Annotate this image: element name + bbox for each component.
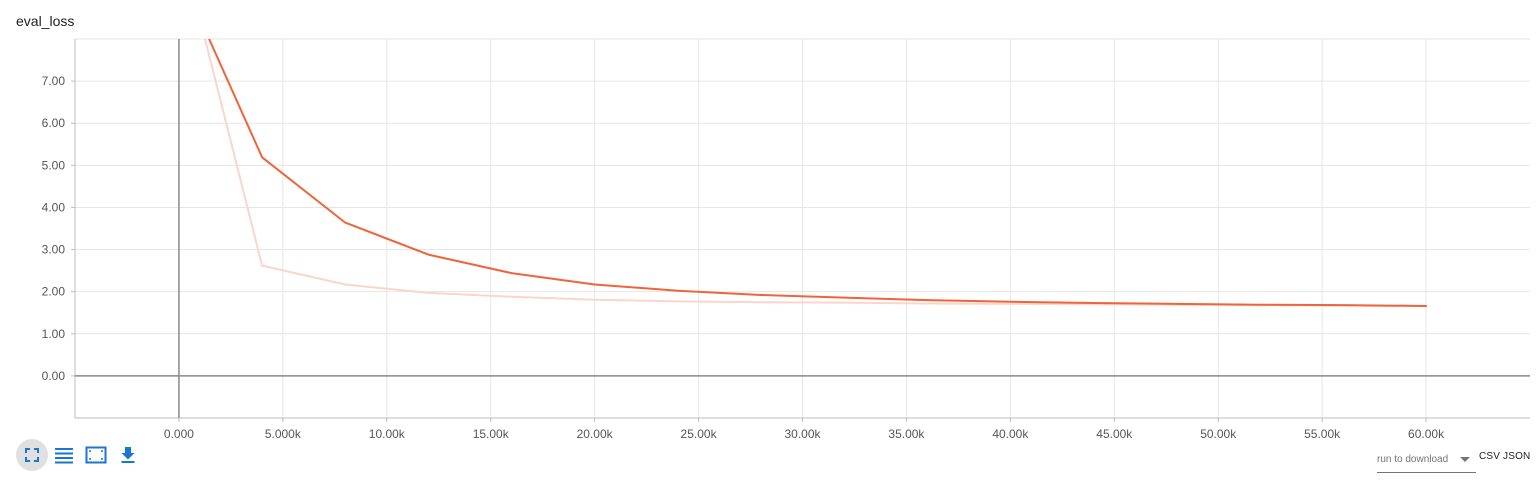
x-tick-label: 50.00k — [1200, 427, 1237, 441]
chevron-down-icon — [1460, 457, 1470, 462]
x-tick-label: 30.00k — [784, 427, 821, 441]
y-tick-label: 2.00 — [42, 285, 66, 299]
x-tick-label: 25.00k — [681, 427, 718, 441]
series-lines — [203, 39, 1428, 307]
tick-labels: 0.00 1.00 2.00 3.00 4.00 5.00 6.00 7.00 0.000 5.0… — [42, 74, 1445, 441]
csv-download-link[interactable]: CSV — [1479, 451, 1501, 462]
x-tick-label: 35.00k — [888, 427, 925, 441]
series-line-raw — [203, 39, 1428, 307]
axes — [71, 39, 1530, 422]
grid-lines — [75, 38, 1530, 418]
y-tick-label: 4.00 — [42, 200, 66, 214]
y-tick-label: 3.00 — [42, 243, 66, 257]
y-tick-label: 6.00 — [42, 116, 66, 130]
fit-domain-icon — [85, 446, 107, 464]
fullscreen-icon — [25, 448, 39, 462]
y-tick-label: 1.00 — [42, 327, 66, 341]
x-tick-label: 40.00k — [992, 427, 1029, 441]
y-tick-label: 7.00 — [42, 74, 66, 88]
x-tick-label: 15.00k — [473, 427, 510, 441]
download-button[interactable] — [112, 439, 144, 471]
toggle-log-scale-button[interactable] — [48, 439, 80, 471]
fit-domain-button[interactable] — [80, 439, 112, 471]
json-download-link[interactable]: JSON — [1503, 451, 1531, 462]
series-line-smoothed — [208, 39, 1428, 307]
y-tick-label: 0.00 — [42, 369, 66, 383]
x-tick-label: 5.000k — [265, 427, 302, 441]
run-select-placeholder: run to download — [1377, 454, 1449, 465]
chart-toolbar — [16, 439, 144, 471]
y-tick-label: 5.00 — [42, 158, 66, 172]
x-tick-label: 0.000 — [164, 427, 194, 441]
x-tick-label: 45.00k — [1096, 427, 1133, 441]
run-select-dropdown[interactable]: run to download — [1377, 446, 1476, 473]
x-tick-label: 60.00k — [1408, 427, 1445, 441]
x-tick-label: 55.00k — [1304, 427, 1341, 441]
x-tick-label: 20.00k — [577, 427, 614, 441]
x-tick-label: 10.00k — [369, 427, 406, 441]
download-icon — [121, 447, 135, 463]
toggle-log-scale-icon — [55, 448, 73, 464]
fullscreen-button[interactable] — [16, 439, 48, 471]
chart-title: eval_loss — [16, 13, 75, 29]
